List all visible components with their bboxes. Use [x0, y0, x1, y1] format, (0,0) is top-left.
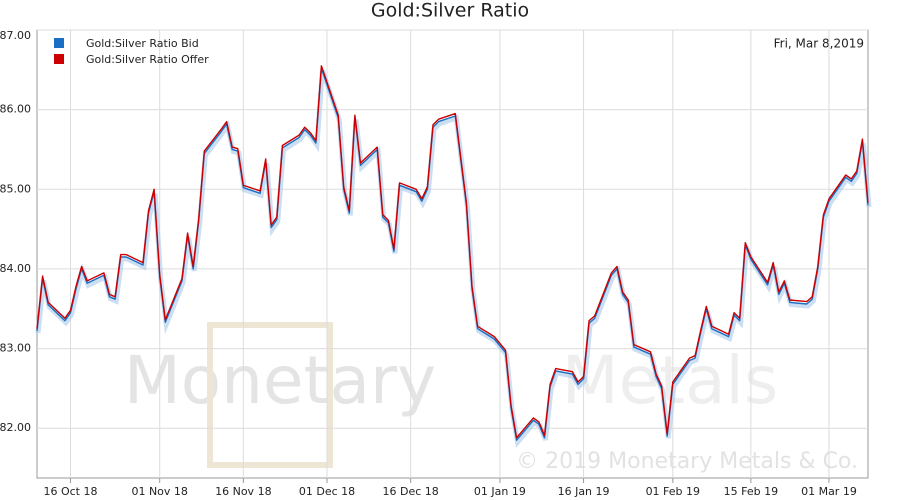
copyright: © 2019 Monetary Metals & Co. [516, 449, 858, 474]
x-tick-label: 16 Jan 19 [558, 485, 610, 498]
legend-swatch [54, 38, 64, 48]
x-tick-label: 16 Dec 18 [383, 485, 439, 498]
x-tick-label: 16 Nov 18 [215, 485, 271, 498]
x-tick-label: 01 Feb 19 [646, 485, 700, 498]
y-tick-label: 84.00 [0, 262, 31, 275]
watermark-logo [207, 322, 333, 468]
series-line [36, 65, 869, 439]
x-tick-label: 01 Jan 19 [474, 485, 526, 498]
date-label: Fri, Mar 8,2019 [774, 37, 864, 51]
y-tick-label: 87.00 [0, 29, 31, 42]
x-tick-label: 01 Mar 19 [801, 485, 857, 498]
legend-label: Gold:Silver Ratio Offer [86, 53, 209, 66]
y-tick-label: 86.00 [0, 103, 31, 116]
x-tick-label: 01 Dec 18 [299, 485, 355, 498]
legend-label: Gold:Silver Ratio Bid [86, 37, 199, 50]
x-tick-label: 15 Feb 19 [724, 485, 778, 498]
chart-title: Gold:Silver Ratio [371, 0, 529, 22]
y-tick-label: 83.00 [0, 342, 31, 355]
line-shadow [35, 69, 872, 448]
y-tick-label: 82.00 [0, 421, 31, 434]
series-line [36, 67, 869, 441]
legend-swatch [54, 54, 64, 64]
x-tick-label: 16 Oct 18 [43, 485, 97, 498]
y-tick-label: 85.00 [0, 182, 31, 195]
x-tick-label: 01 Nov 18 [131, 485, 187, 498]
watermark: Monetary [124, 342, 436, 419]
